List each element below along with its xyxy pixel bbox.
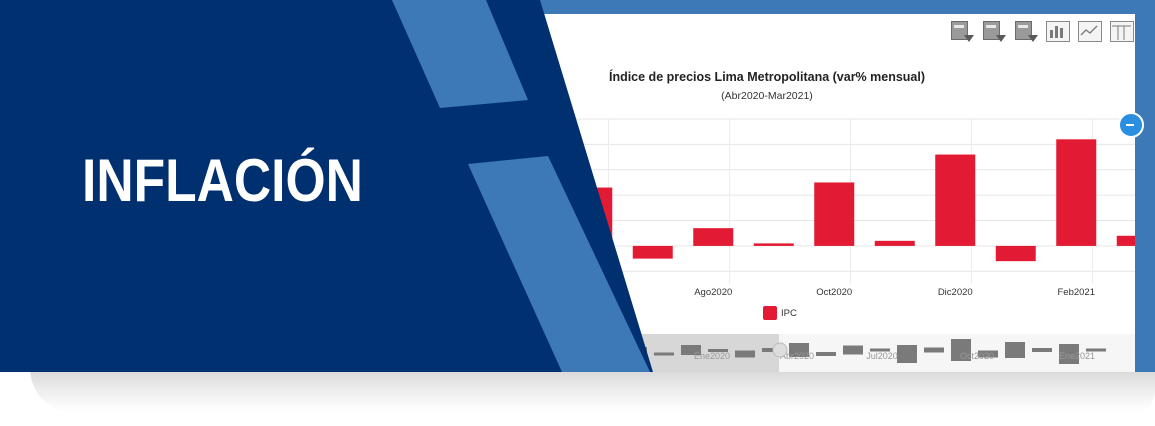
bar-chart-icon[interactable] — [1045, 20, 1071, 42]
bar-Ene2021 — [995, 245, 1036, 262]
png-download-icon[interactable] — [981, 20, 1007, 42]
navigator-bar — [924, 347, 944, 353]
x-tick-label: Feb2021 — [1057, 287, 1095, 298]
navigator-bar — [843, 345, 863, 355]
navigator-label: Ene2020 — [694, 351, 730, 361]
bar-Mar2021 — [1116, 235, 1135, 246]
bar-Ago2020 — [693, 228, 734, 246]
chart-toolbar — [949, 20, 1135, 42]
bar-Oct2020 — [814, 182, 855, 246]
bar-Dic2020 — [935, 154, 976, 246]
navigator-bar — [816, 352, 836, 356]
navigator-label: Jul2020 — [866, 351, 898, 361]
table-icon[interactable] — [1109, 20, 1135, 42]
navigator-bar — [978, 350, 998, 358]
chart-legend[interactable]: IPC — [763, 306, 797, 320]
bar-Sep2020 — [753, 243, 794, 246]
navigator-bar — [897, 345, 917, 363]
navigator-bar — [789, 343, 809, 357]
jpg-download-icon[interactable] — [949, 20, 975, 42]
navigator-label: Oct2020 — [960, 351, 994, 361]
bar-Feb2021 — [1056, 139, 1097, 246]
bar-Jul2020 — [632, 245, 673, 259]
navigator-bar — [1086, 348, 1106, 352]
banner-title: INFLACIÓN — [82, 147, 363, 214]
pdf-download-icon[interactable] — [1013, 20, 1039, 42]
bar-Nov2020 — [874, 240, 915, 246]
navigator-bar — [1032, 348, 1052, 352]
accent-stripe-bottom — [468, 156, 650, 372]
navigator-bar — [654, 352, 674, 356]
chart-title: Índice de precios Lima Metropolitana (va… — [608, 70, 926, 84]
navigator-grip — [772, 342, 788, 358]
navigator-label: Ene2021 — [1059, 351, 1095, 361]
navigator-bar — [762, 348, 782, 352]
legend-swatch — [763, 306, 777, 320]
banner-shadow — [30, 368, 1155, 414]
navigator-bar — [681, 345, 701, 355]
navigator-bar — [708, 349, 728, 352]
navigator-bar — [1059, 344, 1079, 364]
navigator-bar — [735, 350, 755, 358]
x-tick-label: Oct2020 — [816, 287, 852, 298]
x-tick-label: Dic2020 — [938, 287, 973, 298]
chart-subtitle: (Abr2020-Mar2021) — [721, 90, 813, 102]
navigator-bar — [951, 339, 971, 361]
navigator-label: Abr2020 — [780, 351, 814, 361]
navigator-bar — [1005, 342, 1025, 358]
x-tick-label: Ago2020 — [694, 287, 732, 298]
navigator-bar — [870, 348, 890, 352]
line-chart-icon[interactable] — [1077, 20, 1103, 42]
legend-label: IPC — [781, 307, 797, 319]
navigator-handle-icon[interactable] — [1118, 112, 1144, 138]
accent-stripe-top — [392, 0, 528, 108]
